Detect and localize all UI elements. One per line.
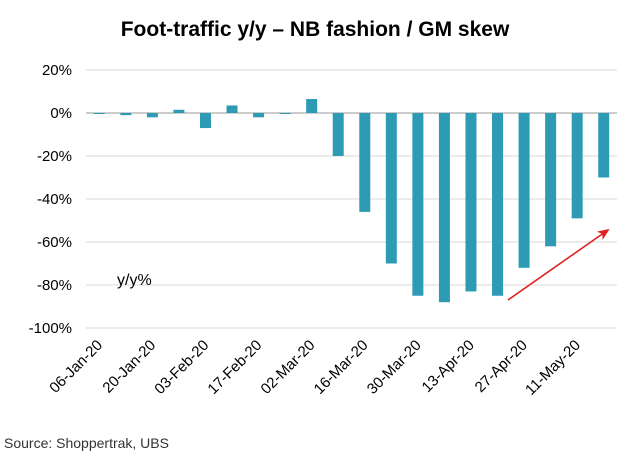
bars bbox=[93, 99, 610, 303]
bar-11-May-20 bbox=[571, 113, 583, 219]
x-tick-label: 20-Jan-20 bbox=[99, 337, 159, 397]
y-unit-annotation: y/y% bbox=[117, 272, 152, 289]
bar-20-Apr-20 bbox=[492, 113, 504, 296]
bar-03-Feb-20 bbox=[199, 113, 211, 129]
x-tick-label: 13-Apr-20 bbox=[419, 337, 478, 396]
bar-06-Jan-20 bbox=[93, 113, 105, 114]
y-tick-label: -80% bbox=[37, 277, 72, 294]
bar-20-Jan-20 bbox=[146, 113, 158, 118]
y-tick-label: -60% bbox=[37, 234, 72, 251]
bar-27-Jan-20 bbox=[173, 109, 185, 113]
trend-arrow bbox=[507, 228, 610, 301]
y-tick-label: -40% bbox=[37, 191, 72, 208]
y-tick-label: 20% bbox=[42, 62, 72, 79]
y-tick-label: 0% bbox=[50, 105, 72, 122]
x-tick-label: 11-May-20 bbox=[522, 337, 584, 399]
bar-23-Mar-20 bbox=[385, 113, 397, 264]
grid bbox=[86, 69, 617, 329]
bar-27-Apr-20 bbox=[518, 113, 530, 268]
bar-16-Mar-20 bbox=[359, 113, 371, 212]
x-axis: 06-Jan-2020-Jan-2003-Feb-2017-Feb-2002-M… bbox=[46, 337, 584, 399]
source-note: Source: Shoppertrak, UBS bbox=[4, 435, 169, 451]
bar-30-Mar-20 bbox=[412, 113, 424, 296]
y-tick-label: -20% bbox=[37, 148, 72, 165]
y-tick-label: -100% bbox=[29, 320, 72, 337]
x-tick-label: 03-Feb-20 bbox=[151, 337, 212, 398]
bar-02-Mar-20 bbox=[306, 99, 318, 113]
chart-title: Foot-traffic y/y – NB fashion / GM skew bbox=[121, 18, 510, 41]
bar-13-Jan-20 bbox=[120, 113, 132, 116]
x-tick-label: 30-Mar-20 bbox=[364, 337, 425, 398]
bar-17-Feb-20 bbox=[253, 113, 265, 118]
bar-10-Feb-20 bbox=[226, 105, 238, 113]
bar-09-Mar-20 bbox=[332, 113, 344, 156]
bar-24-Feb-20 bbox=[279, 113, 291, 114]
x-tick-label: 16-Mar-20 bbox=[311, 337, 372, 398]
x-tick-label: 02-Mar-20 bbox=[258, 337, 319, 398]
y-axis: 20% 0% -20% -40% -60% -80% -100% bbox=[29, 62, 72, 337]
bar-04-May-20 bbox=[545, 113, 557, 247]
x-tick-label: 17-Feb-20 bbox=[204, 337, 265, 398]
bar-18-May-20 bbox=[598, 113, 610, 178]
bar-13-Apr-20 bbox=[465, 113, 477, 292]
bar-06-Apr-20 bbox=[438, 113, 450, 303]
x-tick-label: 06-Jan-20 bbox=[46, 337, 106, 397]
